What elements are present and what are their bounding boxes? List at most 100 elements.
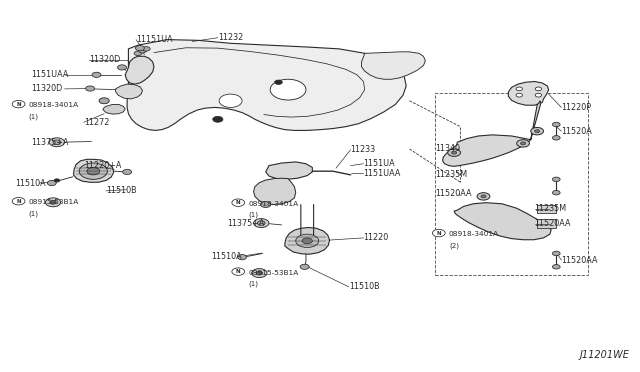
- Text: 11510B: 11510B: [106, 186, 137, 195]
- Circle shape: [79, 163, 108, 179]
- Circle shape: [12, 198, 25, 205]
- Text: 11232: 11232: [218, 33, 243, 42]
- Text: J11201WE: J11201WE: [580, 350, 630, 360]
- Polygon shape: [116, 84, 143, 99]
- Circle shape: [237, 254, 246, 260]
- Circle shape: [552, 177, 560, 182]
- Circle shape: [143, 46, 150, 51]
- Text: 11375+A: 11375+A: [227, 219, 265, 228]
- Circle shape: [535, 87, 541, 91]
- Circle shape: [53, 140, 61, 144]
- Text: N: N: [436, 231, 441, 235]
- Text: 11520AA: 11520AA: [534, 219, 571, 228]
- Text: 11220: 11220: [364, 233, 388, 243]
- Text: 1151UAA: 1151UAA: [364, 169, 401, 177]
- Polygon shape: [125, 56, 154, 84]
- Polygon shape: [537, 205, 556, 214]
- Text: 11233: 11233: [351, 145, 376, 154]
- Circle shape: [516, 93, 522, 97]
- Text: 1151UAA: 1151UAA: [31, 70, 68, 79]
- Circle shape: [12, 100, 25, 108]
- Circle shape: [520, 142, 525, 145]
- Polygon shape: [362, 52, 426, 79]
- Circle shape: [257, 221, 265, 225]
- Circle shape: [531, 128, 543, 135]
- Text: 11220P: 11220P: [561, 103, 591, 112]
- Text: 11520AA: 11520AA: [561, 256, 598, 264]
- Text: N: N: [236, 269, 241, 274]
- Text: 11510A: 11510A: [15, 179, 45, 187]
- Circle shape: [433, 230, 445, 237]
- Circle shape: [302, 238, 312, 244]
- Text: 08918-3401A: 08918-3401A: [248, 201, 299, 207]
- Circle shape: [54, 179, 60, 182]
- Text: N: N: [16, 199, 21, 204]
- Text: 11520AA: 11520AA: [435, 189, 472, 198]
- Circle shape: [516, 140, 529, 147]
- Circle shape: [552, 122, 560, 127]
- Circle shape: [448, 149, 461, 156]
- Text: 11151UA: 11151UA: [136, 35, 173, 44]
- Text: 11272: 11272: [84, 118, 109, 127]
- Circle shape: [212, 116, 223, 122]
- Text: 11375+A: 11375+A: [31, 138, 68, 147]
- Circle shape: [49, 138, 65, 147]
- Circle shape: [275, 80, 282, 84]
- Text: 1151UA: 1151UA: [364, 159, 395, 168]
- Polygon shape: [454, 203, 551, 240]
- Circle shape: [50, 201, 56, 204]
- Circle shape: [296, 234, 319, 247]
- Circle shape: [300, 264, 309, 269]
- Circle shape: [92, 72, 101, 77]
- Text: 11320D: 11320D: [31, 84, 63, 93]
- Circle shape: [232, 268, 244, 275]
- Text: (1): (1): [29, 113, 39, 119]
- Polygon shape: [253, 178, 296, 205]
- Circle shape: [47, 180, 56, 186]
- Text: (1): (1): [248, 212, 259, 218]
- Circle shape: [481, 195, 486, 198]
- Polygon shape: [127, 39, 406, 131]
- Circle shape: [552, 251, 560, 256]
- Circle shape: [136, 45, 145, 51]
- Polygon shape: [508, 81, 548, 105]
- Circle shape: [477, 193, 490, 200]
- Text: 11220+A: 11220+A: [84, 161, 121, 170]
- Circle shape: [123, 169, 132, 174]
- Circle shape: [118, 65, 127, 70]
- Circle shape: [134, 51, 142, 55]
- Circle shape: [99, 98, 109, 104]
- Text: (2): (2): [449, 242, 459, 248]
- Circle shape: [232, 199, 244, 206]
- Polygon shape: [443, 101, 540, 166]
- Text: (1): (1): [29, 210, 39, 217]
- Polygon shape: [285, 228, 330, 254]
- Text: N: N: [236, 200, 241, 205]
- Circle shape: [139, 48, 147, 53]
- Text: 08918-3401A: 08918-3401A: [29, 102, 79, 108]
- Circle shape: [552, 264, 560, 269]
- Text: 11235M: 11235M: [534, 205, 566, 214]
- Circle shape: [252, 269, 267, 278]
- Text: N: N: [16, 102, 21, 107]
- Circle shape: [534, 130, 540, 133]
- Circle shape: [260, 202, 271, 208]
- Circle shape: [452, 151, 457, 154]
- Text: 11320D: 11320D: [89, 55, 120, 64]
- Circle shape: [270, 79, 306, 100]
- Polygon shape: [74, 159, 114, 182]
- Text: 08915-53B1A: 08915-53B1A: [248, 270, 299, 276]
- Text: 11510B: 11510B: [349, 282, 380, 291]
- Polygon shape: [537, 219, 556, 228]
- Circle shape: [253, 219, 269, 228]
- Circle shape: [219, 94, 242, 108]
- Text: 11510A: 11510A: [211, 252, 242, 261]
- Circle shape: [552, 190, 560, 195]
- Polygon shape: [103, 105, 125, 114]
- Circle shape: [256, 271, 262, 275]
- Bar: [435, 93, 588, 275]
- Circle shape: [86, 86, 95, 91]
- Circle shape: [535, 93, 541, 97]
- Text: 11520A: 11520A: [561, 126, 592, 136]
- Text: 11340: 11340: [435, 144, 460, 153]
